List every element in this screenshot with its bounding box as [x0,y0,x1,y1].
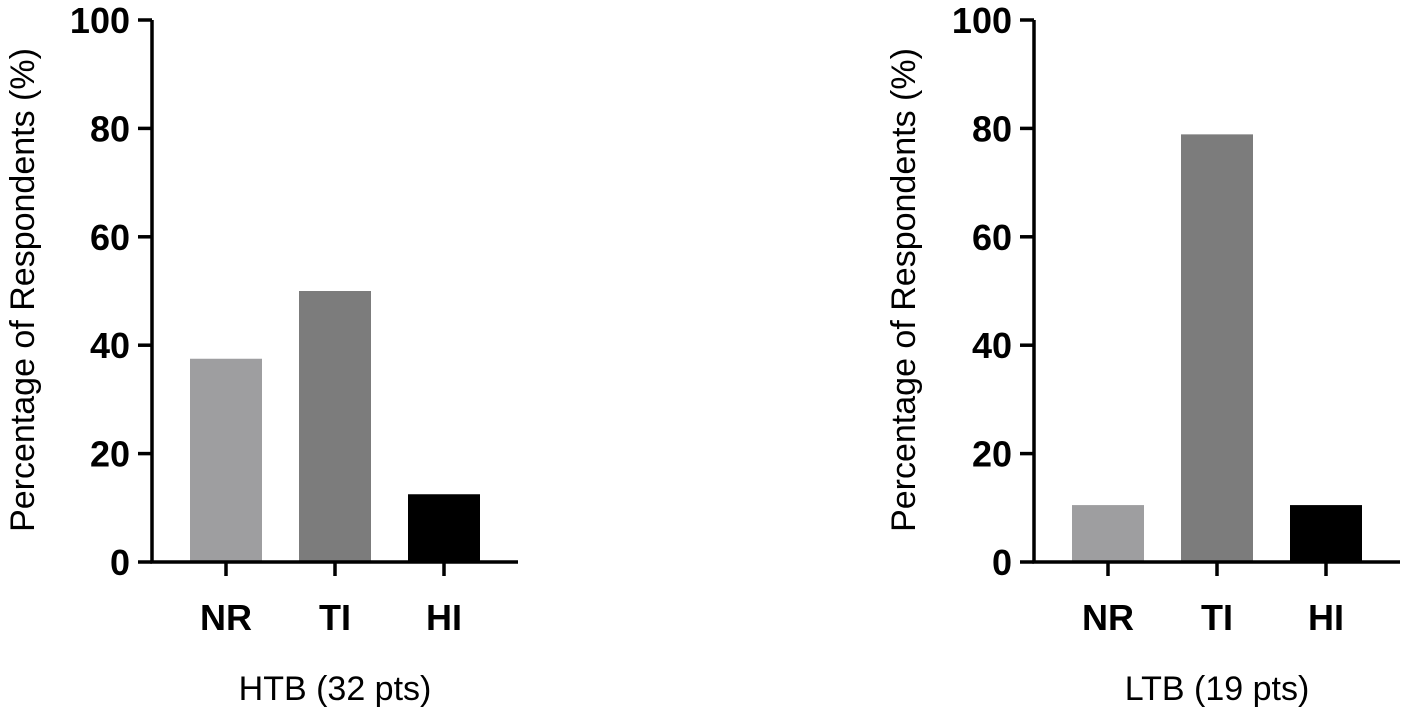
y-tick-label: 60 [90,217,130,258]
x-tick-label: TI [319,597,351,638]
y-axis-title: Percentage of Respondents (%) [4,48,42,532]
x-tick-label: HI [426,597,462,638]
bar-ti [1181,134,1253,562]
x-tick-label: TI [1201,597,1233,638]
bar-hi [1290,505,1362,562]
y-tick-label: 20 [972,434,1012,475]
y-tick-label: 20 [90,434,130,475]
y-axis-title: Percentage of Respondents (%) [885,48,923,532]
chart-panel-ltb: Percentage of Respondents (%) LTB (19 pt… [885,0,1400,708]
y-tick-label: 100 [952,0,1012,41]
x-tick-label: NR [1082,597,1134,638]
y-tick-label: 60 [972,217,1012,258]
bar-nr [1072,505,1144,562]
x-tick-label: HI [1308,597,1344,638]
bar-ti [299,291,371,562]
x-tick-label: NR [200,597,252,638]
y-tick-label: 40 [972,325,1012,366]
bar-nr [190,358,262,562]
y-tick-label: 80 [90,108,130,149]
x-axis-title: LTB (19 pts) [1125,670,1310,708]
y-tick-label: 0 [992,542,1012,583]
chart-panel-htb: Percentage of Respondents (%) HTB (32 pt… [4,0,518,708]
y-tick-label: 40 [90,325,130,366]
y-tick-label: 0 [110,542,130,583]
bar-hi [408,494,480,562]
x-axis-title: HTB (32 pts) [239,670,432,708]
y-tick-label: 100 [70,0,130,41]
y-tick-label: 80 [972,108,1012,149]
